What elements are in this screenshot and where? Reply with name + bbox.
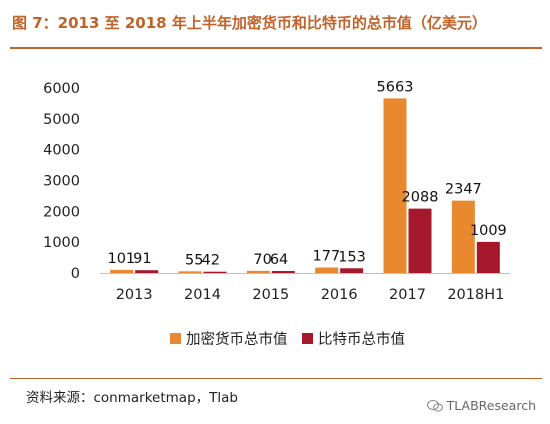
bar-crypto-2013 [110, 269, 134, 273]
bar-bitcoin-2014 [203, 271, 227, 273]
y-tick-label: 3000 [43, 174, 80, 190]
brand-watermark: TLABResearch [426, 398, 536, 413]
data-label: 2347 [445, 182, 482, 198]
bar-bitcoin-2016 [340, 268, 364, 273]
data-label: 91 [133, 251, 151, 267]
x-tick-label: 2016 [321, 287, 358, 303]
bar-bitcoin-2018h1 [476, 241, 500, 273]
x-tick-label: 2014 [184, 287, 221, 303]
bar-crypto-2017 [383, 98, 407, 273]
title-rule [10, 47, 542, 49]
wechat-icon [426, 399, 443, 412]
x-tick-label: 2018H1 [447, 287, 504, 303]
data-label: 5663 [377, 79, 414, 95]
footer-rule [10, 378, 542, 379]
x-tick-label: 2013 [116, 287, 153, 303]
data-label: 2088 [402, 190, 439, 206]
data-label: 177 [312, 249, 340, 265]
data-label: 70 [253, 252, 271, 268]
legend-swatch [170, 333, 181, 344]
legend-label: 比特币总市值 [318, 331, 405, 348]
y-tick-label: 4000 [43, 143, 80, 159]
source-note: 资料来源：conmarketmap，Tlab [26, 390, 238, 406]
y-tick-label: 2000 [43, 204, 80, 220]
brand-text: TLABResearch [446, 398, 536, 413]
bar-crypto-2014 [178, 271, 202, 273]
bar-crypto-2016 [315, 267, 339, 273]
bar-bitcoin-2015 [271, 271, 295, 273]
data-label: 64 [270, 252, 288, 268]
data-label: 153 [338, 249, 366, 265]
bar-chart: 0 1000 2000 3000 4000 5000 6000 101 55 70 177 5663 2… [43, 79, 510, 348]
x-tick-label: 2017 [389, 287, 426, 303]
data-label: 1009 [470, 223, 507, 239]
y-tick-label: 1000 [43, 235, 80, 251]
data-label: 55 [185, 252, 203, 268]
y-tick-label: 6000 [43, 81, 80, 97]
data-label: 101 [107, 251, 135, 267]
y-tick-label: 0 [71, 266, 80, 282]
bar-crypto-2018h1 [451, 200, 475, 273]
data-label: 42 [202, 253, 220, 269]
legend-swatch [302, 333, 313, 344]
chart-title: 图 7：2013 至 2018 年上半年加密货币和比特币的总市值（亿美元） [12, 14, 487, 32]
bar-crypto-2015 [246, 270, 270, 273]
x-tick-label: 2015 [252, 287, 289, 303]
y-tick-label: 5000 [43, 112, 80, 128]
bar-bitcoin-2013 [135, 270, 159, 273]
legend-label: 加密货币总市值 [186, 331, 288, 348]
bar-bitcoin-2017 [408, 208, 432, 273]
